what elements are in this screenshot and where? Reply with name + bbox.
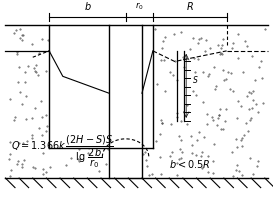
- Text: $b < 0.5R$: $b < 0.5R$: [169, 158, 210, 170]
- Text: $Q = 1.366k\,\dfrac{(2H-S)S}{\lg\,\dfrac{2b}{r_0}}$: $Q = 1.366k\,\dfrac{(2H-S)S}{\lg\,\dfrac…: [11, 133, 113, 170]
- Text: $S$: $S$: [192, 74, 199, 85]
- Text: $R$: $R$: [186, 0, 194, 12]
- Text: $r_0$: $r_0$: [135, 0, 144, 12]
- Text: $b$: $b$: [84, 0, 91, 12]
